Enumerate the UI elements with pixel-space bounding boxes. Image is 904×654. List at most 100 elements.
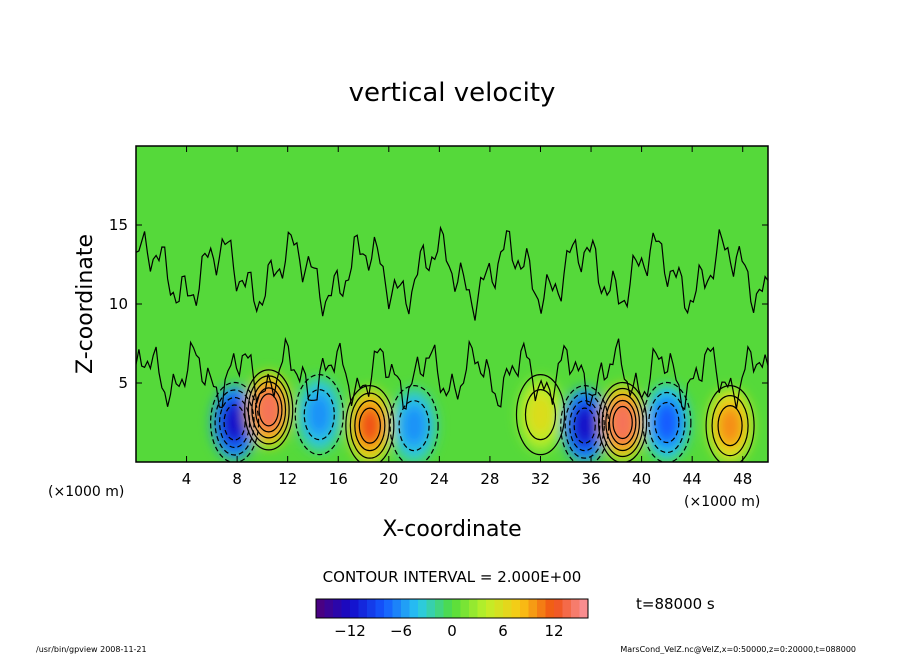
x-tick-label-24: 24 (430, 470, 449, 488)
cell-4-layer-2 (402, 405, 427, 446)
colorbar-swatch-4 (350, 599, 359, 618)
colorbar-swatch-2 (333, 599, 342, 618)
contour-ring-9-2 (711, 395, 749, 457)
y-tick-label-5: 5 (118, 374, 128, 392)
contour-ring-6-4 (573, 407, 596, 444)
contour-ring-7-5 (612, 405, 633, 440)
colorbar-swatch-30 (571, 599, 580, 618)
x-tick-label-28: 28 (480, 470, 499, 488)
x-tick-label-44: 44 (683, 470, 702, 488)
x-tick-label-32: 32 (531, 470, 550, 488)
x-tick-label-16: 16 (329, 470, 348, 488)
x-tick-label-48: 48 (733, 470, 752, 488)
contour-ring-8-3 (654, 401, 680, 444)
colorbar-swatch-5 (358, 599, 368, 618)
x-axis-label: X-coordinate (382, 517, 521, 542)
colorbar-swatch-16 (452, 599, 461, 618)
contour-ring-3-2 (349, 392, 390, 459)
y-axis-label: Z-coordinate (73, 234, 98, 374)
x-unit-left: (×1000 m) (48, 484, 124, 500)
colorbar-swatch-20 (486, 599, 495, 618)
x-unit-right: (×1000 m) (684, 494, 760, 510)
colorbar-swatch-27 (545, 599, 555, 618)
contour-ring-1-5 (258, 393, 279, 427)
colorbar-swatch-9 (392, 599, 402, 618)
colorbar-swatch-10 (401, 599, 410, 618)
cell-0-layer-2 (222, 402, 247, 443)
contour-ring-0-1 (209, 381, 260, 462)
contour-ring-7-4 (608, 399, 637, 446)
contour-ring-1-3 (251, 381, 287, 439)
cell-8-layer-2 (654, 402, 679, 443)
contour-interval-label: CONTOUR INTERVAL = 2.000E+00 (323, 568, 582, 586)
contour-ring-1-1 (244, 369, 294, 451)
colorbar-swatch-28 (554, 599, 563, 618)
cell-3-layer-2 (357, 405, 382, 446)
colorbar-swatch-31 (579, 599, 589, 618)
colorbar-tick-label-2: 0 (447, 622, 457, 640)
colorbar-tick-label-1: −6 (390, 622, 412, 640)
colorbar-tick-label-0: −12 (334, 622, 366, 640)
footer-right: MarsCond_VelZ.nc@VelZ,x=0:50000,z=0:2000… (620, 645, 856, 654)
y-tick-label-10: 10 (109, 295, 128, 313)
colorbar-swatch-18 (469, 599, 478, 618)
colorbar-swatch-12 (418, 599, 427, 618)
cell-5-layer-2 (528, 394, 553, 435)
colorbar-swatch-25 (528, 599, 538, 618)
colorbar-swatch-8 (384, 599, 393, 618)
colorbar-swatch-23 (511, 599, 521, 618)
colorbar-swatch-13 (426, 599, 436, 618)
colorbar-swatch-1 (324, 599, 334, 618)
zero-contour-lower (136, 336, 768, 411)
contour-ring-4-1 (389, 385, 439, 462)
colorbar-swatch-29 (562, 599, 572, 618)
cell-2-layer-2 (307, 394, 332, 435)
contour-ring-6-2 (564, 392, 605, 459)
contour-ring-7-1 (598, 381, 648, 462)
colorbar-frame (315, 598, 589, 619)
colorbar-swatch-24 (520, 599, 529, 618)
colorbar-tick-label-4: 12 (544, 622, 563, 640)
x-tick-label-8: 8 (232, 470, 242, 488)
contour-ring-1-4 (254, 387, 283, 433)
cell-7-layer-2 (610, 402, 635, 443)
contour-ring-7-2 (601, 387, 644, 458)
colorbar-swatch-22 (503, 599, 512, 618)
footer-left: /usr/bin/gpview 2008-11-21 (36, 645, 147, 654)
contour-ring-3-3 (354, 400, 386, 452)
colorbar (315, 598, 589, 619)
colorbar-tick-label-3: 6 (498, 622, 508, 640)
contour-ring-6-3 (569, 400, 601, 452)
contour-ring-9-3 (717, 405, 743, 447)
contour-ring-3-4 (358, 407, 381, 444)
chart-title: vertical velocity (349, 78, 556, 108)
x-tick-label-4: 4 (182, 470, 192, 488)
contour-ring-0-4 (223, 404, 246, 441)
colorbar-swatch-21 (494, 599, 504, 618)
x-tick-label-36: 36 (581, 470, 600, 488)
cell-6-layer-2 (572, 405, 597, 446)
contour-ring-7-3 (605, 393, 641, 452)
y-tick-label-15: 15 (109, 216, 128, 234)
contour-ring-2-2 (303, 389, 335, 441)
colorbar-swatch-11 (409, 599, 419, 618)
colorbar-swatch-3 (341, 599, 351, 618)
colorbar-swatch-15 (443, 599, 453, 618)
colorbar-swatch-7 (375, 599, 385, 618)
x-tick-label-40: 40 (632, 470, 651, 488)
time-label: t=88000 s (636, 595, 715, 613)
x-tick-label-12: 12 (278, 470, 297, 488)
contour-ring-4-2 (398, 400, 430, 452)
contour-ring-8-2 (648, 391, 686, 454)
zero-contour-upper (136, 225, 768, 321)
colorbar-swatch-14 (435, 599, 444, 618)
cell-1-layer-2 (256, 389, 281, 430)
colorbar-swatch-6 (367, 599, 376, 618)
x-tick-label-20: 20 (379, 470, 398, 488)
contour-ring-8-1 (642, 381, 692, 462)
colorbar-swatch-19 (477, 599, 487, 618)
contour-ring-5-1 (515, 374, 566, 456)
contour-ring-9-1 (705, 385, 755, 462)
cell-9-layer-2 (718, 405, 743, 446)
